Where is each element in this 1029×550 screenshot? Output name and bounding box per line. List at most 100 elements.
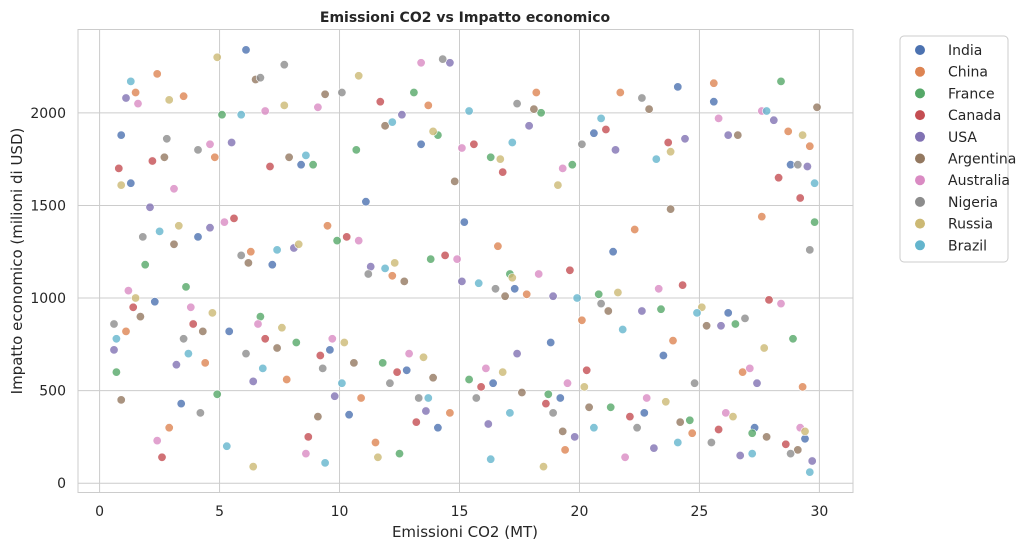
data-point [416,139,426,149]
data-point [692,308,702,318]
legend-label: USA [948,130,977,146]
data-point [409,88,419,98]
data-point [200,358,210,368]
data-point [315,350,325,360]
data-point [279,60,289,70]
data-point [500,291,510,301]
data-point [150,297,160,307]
x-tick-label: 25 [691,504,709,520]
data-point [709,97,719,107]
data-point [795,193,805,203]
data-point [735,450,745,460]
data-point [255,73,265,83]
y-axis-label: Impatto economico (milioni di USD) [8,128,26,395]
data-point [116,130,126,140]
data-point [505,408,515,418]
data-point [464,106,474,116]
data-point [272,245,282,255]
data-point [615,88,625,98]
data-point [258,363,268,373]
data-point [675,417,685,427]
data-point [452,254,462,264]
data-point [380,263,390,273]
data-point [109,319,119,329]
data-point [555,393,565,403]
data-point [195,408,205,418]
data-point [783,126,793,136]
data-point [589,423,599,433]
data-point [236,110,246,120]
data-point [618,324,628,334]
data-point [579,382,589,392]
grid-lines [78,29,853,493]
data-point [594,289,604,299]
data-point [776,76,786,86]
data-point [394,449,404,459]
data-point [385,378,395,388]
data-point [445,408,455,418]
data-point [227,138,237,148]
legend-label: Nigeria [948,195,998,211]
data-point [159,152,169,162]
data-point [531,88,541,98]
legend: India China France Canada USA Argentina Austra… [899,35,1016,263]
data-point [354,71,364,81]
data-point [402,365,412,375]
x-tick-label: 15 [451,504,469,520]
data-point [152,436,162,446]
data-point [174,221,184,231]
data-point [603,306,613,316]
legend-marker [915,153,925,164]
data-point [282,374,292,384]
data-point [183,349,193,359]
legend-marker [915,196,925,207]
y-tick-label: 2000 [30,106,66,122]
data-point [774,173,784,183]
x-tick-label: 10 [331,504,349,520]
data-point [356,393,366,403]
data-point [342,232,352,242]
data-point [171,360,181,370]
data-point [490,284,500,294]
data-point [702,321,712,331]
data-point [140,260,150,270]
legend-box [899,35,1009,263]
data-point [380,121,390,131]
data-point [296,160,306,170]
data-point [390,258,400,268]
data-point [145,202,155,212]
data-point [404,349,414,359]
data-point [716,321,726,331]
data-point [428,373,438,383]
data-point [397,110,407,120]
data-point [666,204,676,214]
data-point [805,141,815,151]
data-point [330,391,340,401]
data-point [423,100,433,110]
data-point [253,319,263,329]
data-point [337,378,347,388]
data-point [709,78,719,88]
data-point [126,178,136,188]
data-point [241,349,251,359]
data-point [786,449,796,459]
data-point [637,93,647,103]
data-point [205,139,215,149]
data-point [236,250,246,260]
data-point [344,410,354,420]
data-point [747,428,757,438]
data-point [320,89,330,99]
data-point [601,125,611,135]
data-point [179,91,189,101]
data-point [111,334,121,344]
data-point [193,145,203,155]
data-point [426,254,436,264]
data-point [193,232,203,242]
data-point [186,302,196,312]
data-point [738,367,748,377]
data-point [721,408,731,418]
data-point [181,282,191,292]
data-point [440,250,450,260]
data-point [450,176,460,186]
